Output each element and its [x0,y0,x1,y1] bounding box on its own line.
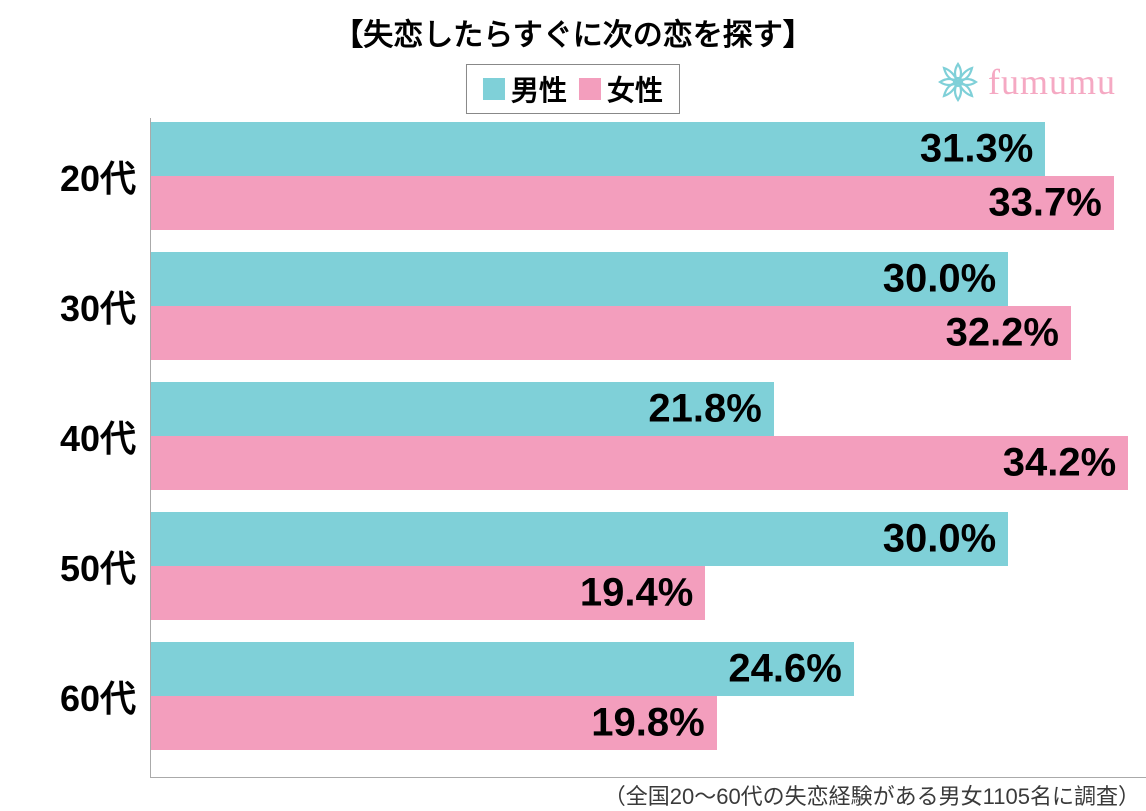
bar-female: 33.7% [151,176,1114,230]
bar-value-label: 33.7% [988,181,1101,226]
legend-label-female: 女性 [607,69,663,109]
chart-title: 【失恋したらすぐに次の恋を探す】 [20,10,1126,54]
bar-male: 21.8% [151,382,774,436]
category-label: 40代 [21,410,136,462]
bar-group: 20代31.3%33.7% [151,122,1146,230]
bar-male: 30.0% [151,252,1008,306]
bar-value-label: 19.4% [580,571,693,616]
bar-value-label: 30.0% [883,517,996,562]
bar-male: 31.3% [151,122,1045,176]
bar-value-label: 24.6% [728,647,841,692]
bar-male: 24.6% [151,642,854,696]
bar-value-label: 34.2% [1003,441,1116,486]
category-label: 20代 [21,150,136,202]
chart-container: 【失恋したらすぐに次の恋を探す】 男性 女性 [0,0,1146,800]
bar-male: 30.0% [151,512,1008,566]
bar-female: 19.8% [151,696,717,750]
logo-text: fumumu [988,61,1116,103]
legend-item-female: 女性 [579,69,663,109]
bar-value-label: 19.8% [591,701,704,746]
flower-icon [936,60,980,104]
plot-area: （全国20～60代の失恋経験がある男女1105名に調査） 20代31.3%33.… [150,118,1146,778]
swatch-male [483,78,505,100]
legend-item-male: 男性 [483,69,567,109]
bar-female: 32.2% [151,306,1071,360]
bar-value-label: 21.8% [648,387,761,432]
bar-group: 60代24.6%19.8% [151,642,1146,750]
category-label: 60代 [21,670,136,722]
bar-value-label: 30.0% [883,257,996,302]
chart-footnote: （全国20～60代の失恋経験がある男女1105名に調査） [604,779,1140,811]
brand-logo: fumumu [936,60,1116,104]
swatch-female [579,78,601,100]
bar-value-label: 32.2% [946,311,1059,356]
category-label: 30代 [21,280,136,332]
legend-row: 男性 女性 fumumu [20,64,1126,112]
legend: 男性 女性 [466,64,680,114]
bar-female: 19.4% [151,566,705,620]
bar-group: 50代30.0%19.4% [151,512,1146,620]
legend-label-male: 男性 [511,69,567,109]
bar-group: 30代30.0%32.2% [151,252,1146,360]
bar-female: 34.2% [151,436,1128,490]
category-label: 50代 [21,540,136,592]
bar-group: 40代21.8%34.2% [151,382,1146,490]
bar-value-label: 31.3% [920,127,1033,172]
